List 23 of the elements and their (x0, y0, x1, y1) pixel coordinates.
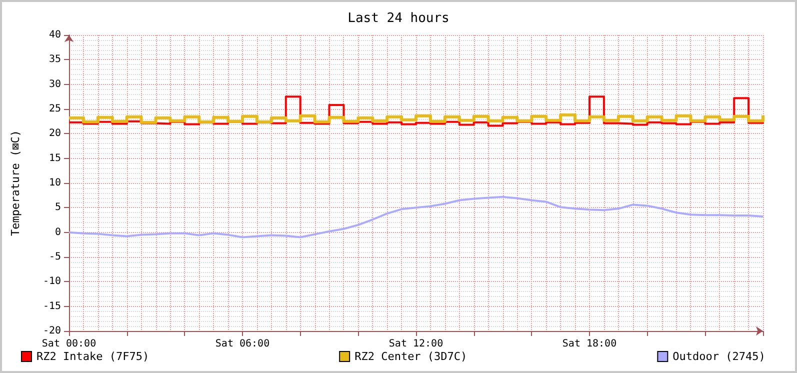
x-tick-label: Sat 06:00 (215, 338, 270, 350)
y-tick-label: 35 (48, 54, 61, 66)
x-tick-label: Sat 12:00 (388, 338, 444, 350)
x-tick-label: Sat 00:00 (42, 338, 96, 350)
y-tick-label: 5 (54, 202, 61, 214)
chart-title: Last 24 hours (348, 11, 450, 26)
y-tick-label: -10 (42, 276, 61, 288)
y-tick-label: -15 (42, 300, 61, 312)
y-tick-label: 10 (48, 178, 61, 188)
legend-label: RZ2 Center (3D7C) (354, 350, 468, 363)
y-tick-label: 0 (54, 226, 61, 238)
y-axis-title: Temperature (⊠C) (9, 130, 22, 236)
y-tick-label: 40 (48, 30, 61, 40)
y-tick-label: 25 (48, 104, 61, 114)
legend-label: Outdoor (2745) (672, 350, 766, 363)
y-tick-label: -20 (42, 326, 61, 336)
y-tick-label: -5 (48, 252, 61, 262)
x-tick-label: Sat 18:00 (562, 338, 617, 350)
y-tick-label: 20 (48, 128, 61, 140)
legend-label: RZ2 Intake (7F75) (36, 350, 150, 363)
line-series (68, 196, 764, 238)
y-tick-label: 15 (48, 152, 61, 164)
y-tick-label: 30 (48, 78, 61, 90)
